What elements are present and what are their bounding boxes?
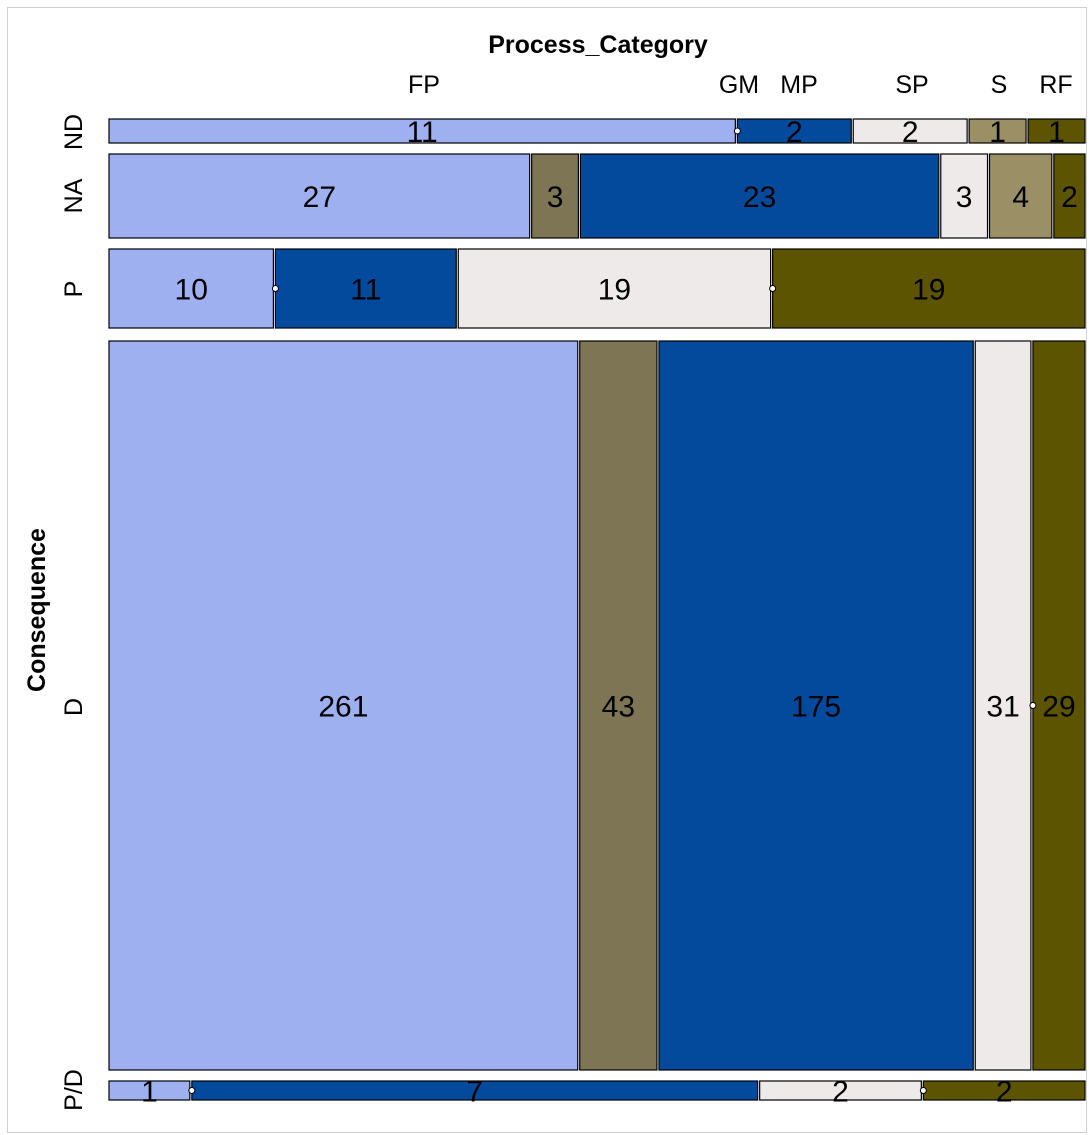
- cell-p-fp: [108, 248, 275, 329]
- cell-nd-mp: [736, 118, 852, 144]
- cell-na-gm: [531, 153, 580, 239]
- mosaic-cells: [108, 118, 1086, 1101]
- cell-value-p-d-sp: 2: [832, 1076, 849, 1109]
- cell-value-d-sp: 31: [986, 691, 1019, 724]
- row-label-nd: ND: [60, 114, 88, 150]
- chart-title: Process_Category: [488, 31, 708, 59]
- cell-value-d-mp: 175: [791, 691, 841, 724]
- cell-p-sp: [457, 248, 772, 329]
- cell-d-fp: [108, 340, 579, 1071]
- row-label-na: NA: [60, 178, 88, 213]
- cell-nd-rf: [1027, 118, 1086, 144]
- zero-marker-p-d-s: [919, 1087, 927, 1094]
- cell-nd-fp: [108, 118, 736, 144]
- zero-marker-p-gm: [271, 285, 279, 292]
- cell-value-p-d-fp: 1: [141, 1076, 158, 1109]
- cell-value-d-fp: 261: [318, 691, 368, 724]
- cell-value-p-mp: 11: [350, 274, 381, 307]
- column-labels: FP GM MP SP S RF: [408, 71, 1073, 99]
- cell-nd-s: [968, 118, 1027, 144]
- cell-value-nd-s: 1: [989, 116, 1006, 149]
- cell-value-p-rf: 19: [912, 274, 945, 307]
- cell-value-nd-mp: 2: [786, 116, 803, 149]
- column-label-gm: GM: [719, 71, 759, 99]
- row-label-d: D: [60, 698, 88, 716]
- column-label-mp: MP: [780, 71, 818, 99]
- cell-d-gm: [579, 340, 658, 1071]
- cell-d-mp: [658, 340, 974, 1071]
- cell-na-fp: [108, 153, 531, 239]
- cell-value-na-fp: 27: [303, 181, 336, 214]
- column-label-rf: RF: [1039, 71, 1072, 99]
- cell-value-p-d-rf: 2: [996, 1076, 1013, 1109]
- cell-na-rf: [1053, 153, 1086, 239]
- column-label-fp: FP: [408, 71, 440, 99]
- cell-d-rf: [1032, 340, 1086, 1071]
- cell-value-d-gm: 43: [602, 691, 635, 724]
- cell-value-nd-rf: 1: [1048, 116, 1065, 149]
- cell-value-d-rf: 29: [1042, 691, 1075, 724]
- cell-p-mp: [274, 248, 457, 329]
- zero-marker-d-s: [1029, 702, 1037, 709]
- cell-na-s: [988, 153, 1053, 239]
- cell-nd-sp: [852, 118, 968, 144]
- cell-na-mp: [579, 153, 940, 239]
- cell-value-nd-fp: 11: [407, 116, 438, 149]
- column-label-sp: SP: [895, 71, 928, 99]
- zero-marker-nd-gm: [733, 127, 741, 135]
- column-label-s: S: [991, 71, 1008, 99]
- zero-marker-p-s: [769, 285, 777, 292]
- cell-value-na-rf: 2: [1061, 181, 1078, 214]
- cell-d-sp: [974, 340, 1032, 1071]
- cell-value-p-sp: 19: [598, 274, 631, 307]
- cell-value-na-gm: 3: [547, 181, 564, 214]
- cell-value-na-s: 4: [1012, 181, 1029, 214]
- cell-value-na-sp: 3: [956, 181, 973, 214]
- cell-na-sp: [940, 153, 989, 239]
- zero-marker-p-d-gm: [188, 1087, 196, 1094]
- cell-value-na-mp: 23: [743, 181, 776, 214]
- y-axis-title: Consequence: [23, 528, 51, 692]
- row-label-p-d: P/D: [60, 1069, 88, 1111]
- cell-value-p-d-mp: 7: [466, 1076, 483, 1109]
- row-label-p: P: [60, 281, 88, 298]
- cell-value-nd-sp: 2: [902, 116, 919, 149]
- cell-value-p-fp: 10: [175, 274, 208, 307]
- row-labels: ND NA P D P/D: [60, 114, 88, 1111]
